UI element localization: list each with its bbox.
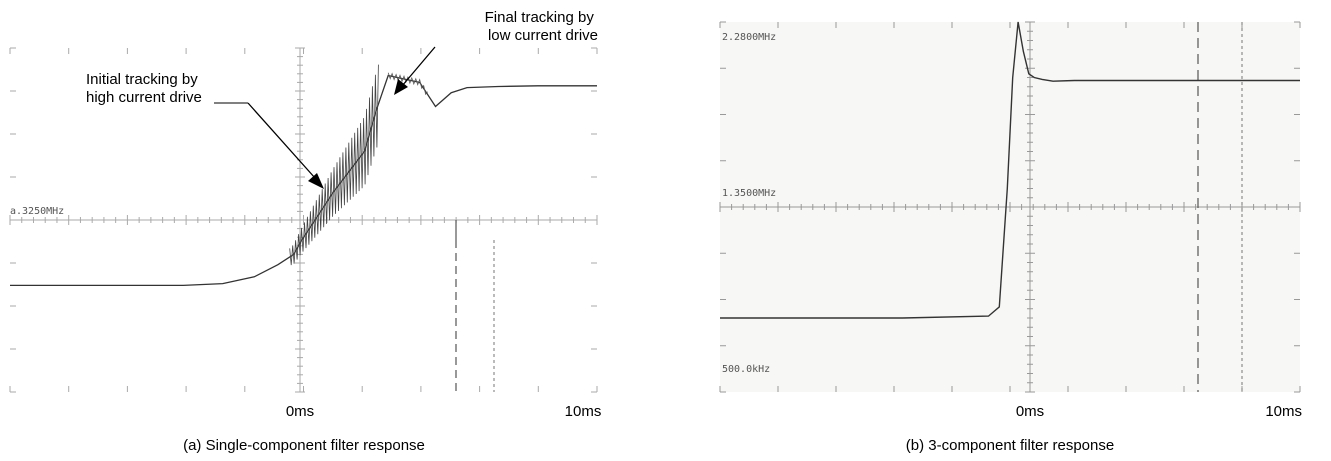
- response-trace-b: [720, 21, 1300, 319]
- tracking-ripple-a: [289, 64, 428, 266]
- caption-a: (a) Single-component filter response: [183, 437, 425, 454]
- scope-readout-bottom-b: 500.0kHz: [722, 364, 770, 375]
- x-tick-label-0ms-a: 0ms: [286, 403, 314, 420]
- plateau-jitter: [387, 72, 428, 96]
- panel-single-component: a.3250MHz Initial tracking by high curre…: [9, 9, 602, 454]
- annotation-arrow-initial: [247, 102, 316, 179]
- scope-readout-mid-b: 1.3500MHz: [722, 188, 776, 199]
- annotation-arrow-final: [401, 46, 436, 87]
- cursor-lines-b: [1197, 22, 1243, 392]
- scope-grid-a: [9, 47, 598, 393]
- ripple-trace: [289, 64, 379, 266]
- scope-readout-a: a.3250MHz: [10, 206, 64, 217]
- cursor-lines-a: [455, 220, 495, 392]
- annotation-initial-tracking: Initial tracking by high current drive: [86, 71, 202, 106]
- annotation-final-tracking: Final tracking by low current drive: [485, 9, 598, 44]
- scope-grid-b: [719, 21, 1301, 393]
- x-tick-label-10ms-b: 10ms: [1265, 403, 1302, 420]
- arrowhead-initial-icon: [308, 173, 324, 189]
- response-trace-a: [10, 74, 597, 287]
- caption-b: (b) 3-component filter response: [906, 437, 1114, 454]
- x-tick-label-10ms-a: 10ms: [565, 403, 602, 420]
- x-tick-label-0ms-b: 0ms: [1016, 403, 1044, 420]
- arrowhead-final-icon: [394, 79, 408, 95]
- panel-three-component: 2.2800MHz 1.3500MHz 500.0kHz 0ms 10ms (b…: [719, 21, 1302, 454]
- scope-readout-top-b: 2.2800MHz: [722, 32, 776, 43]
